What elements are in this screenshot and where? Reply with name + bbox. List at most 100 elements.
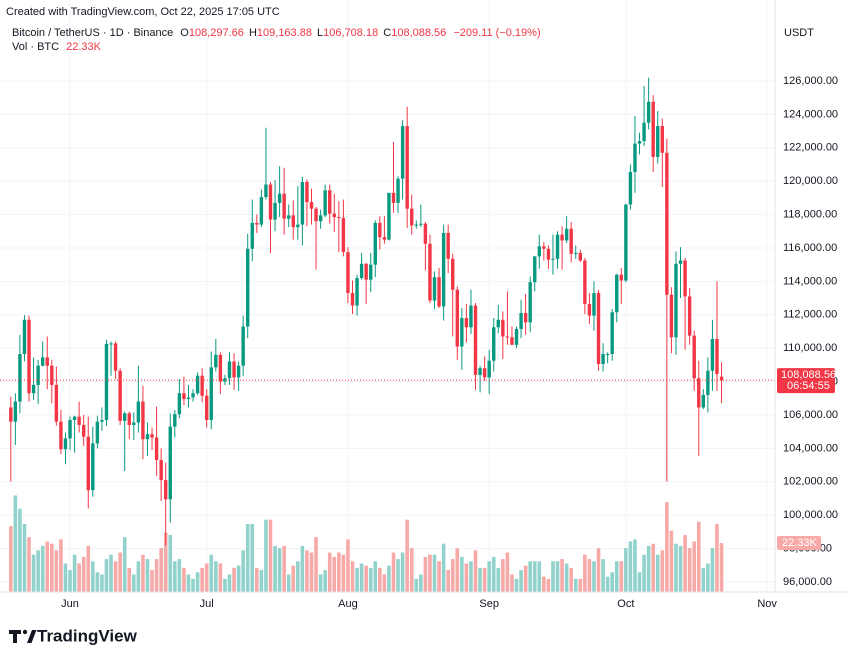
candle-body [533,256,537,283]
volume-bar [546,578,551,592]
volume-bar [624,548,628,592]
candle-body [9,407,13,422]
candle-body [674,263,678,338]
volume-bar [300,545,305,592]
candle-body [18,354,22,402]
candle-body [546,248,551,260]
volume-label: 22.33K [782,537,818,549]
candle-body [665,152,669,295]
candle-body [464,318,469,328]
candle-body [410,208,414,226]
candle-body [31,384,36,394]
volume-bar [122,537,127,592]
y-tick-label: 122,000.00 [783,142,838,154]
volume-bar [104,559,109,592]
candle-body [669,294,674,338]
candle-body [182,393,186,400]
brand-name: TradingView [37,626,138,645]
volume-bar [660,550,665,592]
watermark: Created with TradingView.com, Oct 22, 20… [6,6,280,18]
candle-body [378,222,382,238]
symbol-legend: Bitcoin / TetherUS · 1D · Binance O108,2… [12,27,541,39]
candle-body [200,375,204,396]
volume-bar [150,570,154,592]
candle-body [683,260,687,297]
volume-bar [683,534,687,592]
volume-bar [610,572,614,592]
candle-body [537,246,541,257]
candle-body [346,252,350,294]
candle-body [350,293,355,306]
volume-bar [27,537,31,592]
candle-body [387,192,391,240]
candle-body [496,319,500,328]
volume-bar [523,565,528,592]
volume-bar [596,548,601,592]
candle-body [596,293,601,365]
volume-bar [441,543,446,592]
candle-body [373,222,377,265]
candle-body [419,223,423,225]
candle-body [205,395,209,420]
y-tick-label: 100,000.00 [783,509,838,521]
candle-body [615,274,619,313]
volume-bar [45,541,50,592]
volume-bar [419,574,423,592]
candle-body [113,343,118,371]
volume-bar [482,567,487,592]
volume-bar [583,554,587,592]
candle-body [309,202,314,209]
volume-bar [186,574,191,592]
candle-body [314,208,318,222]
candle-body [27,319,31,394]
candle-body [145,434,150,440]
volume-bar [364,565,368,592]
volume-bar [81,556,86,592]
volume-bar [642,554,646,592]
candle-body [305,181,309,203]
candle-body [277,193,282,203]
candle-body [610,312,614,355]
candle-body [551,258,555,260]
legend-value: 109,163.88 [257,27,312,39]
candle-body [100,419,104,422]
candle-body [423,223,428,244]
legend-value: 108,088.56 [391,27,446,39]
volume-bar [91,561,95,592]
volume-bar [378,567,382,592]
volume-bar [382,574,387,592]
volume-bar [514,578,519,592]
volume-bar [9,526,13,592]
volume-bar [510,574,514,592]
volume-bar [223,578,227,592]
candle-body [195,375,200,394]
volume-bar [341,554,346,592]
volume-bar [487,561,491,592]
volume-bar [346,539,350,592]
volume-bar [478,567,482,592]
volume-bar [286,574,291,592]
volume-bar [409,548,414,592]
legend-key: O [180,27,189,39]
volume-bar [204,563,209,592]
candle-body [236,365,241,378]
volume-bar [113,561,118,592]
volume-bar [692,541,696,592]
candle-body [455,289,459,347]
volume-bar [132,574,136,592]
candle-body [592,293,596,316]
candle-body [296,224,300,228]
volume-bar [191,578,195,592]
price-pane [0,77,775,546]
candle-body [510,337,514,345]
candle-body [628,171,633,205]
candle-body [642,122,646,142]
volume-bar [551,561,555,592]
volume-bar [464,563,469,592]
candle-body [706,370,710,395]
legend-value: 108,297.66 [189,27,244,39]
y-tick-label: 104,000.00 [783,442,838,454]
candle-body [81,424,86,437]
